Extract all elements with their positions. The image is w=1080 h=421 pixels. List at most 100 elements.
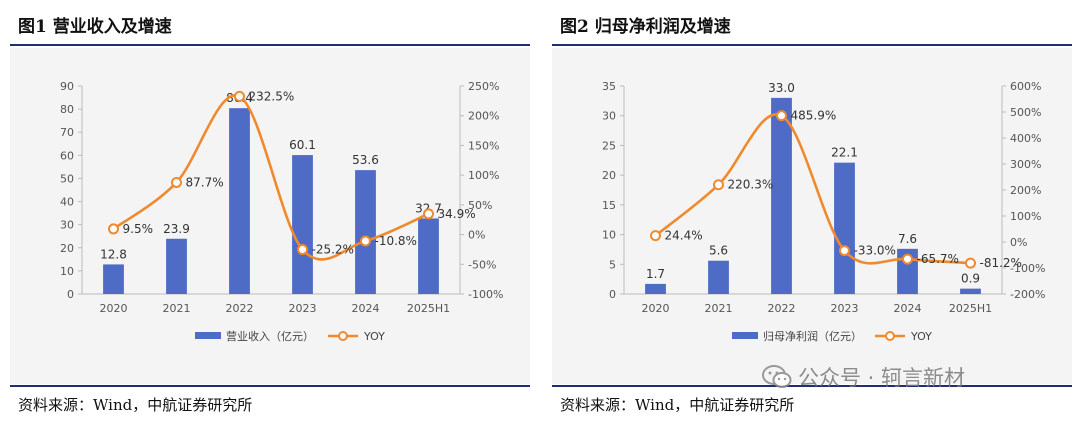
bar-data-label: 60.1: [289, 138, 316, 152]
x-tick-label: 2020: [100, 302, 128, 315]
bar: [292, 155, 313, 294]
y-right-tick-label: 200%: [1010, 184, 1041, 197]
yoy-data-label: 9.5%: [123, 222, 154, 236]
wechat-icon: [762, 364, 792, 390]
bar: [166, 238, 187, 294]
y-right-tick-label: -100%: [468, 288, 503, 301]
figure-1-chart: 0 10 20 30 40 50 60 70 80 90 -100% -50% 0% 50% 100% 150…: [60, 80, 503, 343]
x-tick-label: 2023: [831, 302, 859, 315]
figure-1-top-rule: [10, 44, 530, 46]
yoy-marker: [776, 110, 787, 122]
x-tick-label: 2020: [642, 302, 670, 315]
bar-data-label: 0.9: [961, 272, 980, 286]
y-left-tick-label: 60: [60, 149, 74, 162]
bar-data-label: 5.6: [709, 244, 728, 258]
y-left-tick-label: 80: [60, 103, 74, 116]
bar-data-label: 12.8: [100, 247, 127, 261]
y-right-tick-label: -200%: [1010, 288, 1045, 301]
yoy-marker: [297, 244, 308, 256]
yoy-data-label: 87.7%: [186, 175, 224, 189]
yoy-marker: [423, 208, 434, 220]
bar: [708, 260, 729, 294]
figure-2-plot-area: [552, 48, 1072, 384]
bar: [418, 218, 439, 294]
figure-1: 图1 营业收入及增速 0 10 20 30 40 50 60 70 80 90 -100% -50% 0…: [10, 0, 530, 421]
watermark: 公众号 · 轲言新材: [762, 362, 965, 392]
x-tick-label: 2021: [705, 302, 733, 315]
y-left-tick-label: 10: [602, 229, 616, 242]
yoy-marker: [713, 179, 724, 191]
bar: [960, 288, 981, 294]
yoy-marker: [902, 253, 913, 265]
yoy-marker: [965, 257, 976, 269]
bar-data-label: 23.9: [163, 222, 190, 236]
bar-data-label: 1.7: [646, 267, 665, 281]
y-right-tick-label: 300%: [1010, 158, 1041, 171]
yoy-marker: [234, 90, 245, 102]
yoy-data-label: -33.0%: [854, 244, 896, 258]
y-right-tick-label: -100%: [1010, 262, 1045, 275]
bar: [229, 108, 250, 294]
figure-2-title: 图2 归母净利润及增速: [560, 17, 731, 37]
y-left-tick-label: 70: [60, 126, 74, 139]
y-left-tick-label: 25: [602, 139, 616, 152]
legend-bar-label: 营业收入（亿元）: [226, 329, 314, 343]
y-right-tick-label: 50%: [468, 199, 492, 212]
figure-2: 图2 归母净利润及增速 0 5 10 15 20 25 30 35 -200% -100% 0% 10…: [552, 0, 1072, 421]
legend-bar-label: 归母净利润（亿元）: [763, 329, 862, 343]
y-left-tick-label: 90: [60, 80, 74, 93]
y-right-tick-label: 100%: [1010, 210, 1041, 223]
bar-data-label: 53.6: [352, 153, 379, 167]
legend-line-marker: [885, 331, 895, 341]
legend-line-label: YOY: [910, 330, 932, 343]
figure-1-bottom-rule: [10, 385, 530, 387]
bar-data-label: 33.0: [768, 81, 795, 95]
x-tick-label: 2024: [894, 302, 922, 315]
x-tick-label: 2023: [289, 302, 317, 315]
bar: [645, 283, 666, 294]
bar-data-label: 22.1: [831, 146, 858, 160]
yoy-data-label: -81.2%: [980, 256, 1022, 270]
legend-line-marker: [338, 331, 348, 341]
y-right-tick-label: -50%: [468, 258, 496, 271]
y-left-tick-label: 50: [60, 172, 74, 185]
legend-bar-swatch: [195, 332, 221, 339]
yoy-data-label: -65.7%: [917, 252, 959, 266]
yoy-data-label: 34.9%: [438, 207, 476, 221]
x-tick-label: 2022: [226, 302, 254, 315]
yoy-marker: [108, 223, 119, 235]
yoy-marker: [171, 176, 182, 188]
yoy-data-label: 24.4%: [665, 229, 703, 243]
figure-2-chart: 0 5 10 15 20 25 30 35 -200% -100% 0% 100% 200% 300% 40…: [602, 80, 1045, 343]
y-left-tick-label: 20: [60, 242, 74, 255]
y-left-tick-label: 35: [602, 80, 616, 93]
y-right-tick-label: 200%: [468, 110, 499, 123]
y-right-tick-label: 100%: [468, 169, 499, 182]
yoy-marker: [839, 245, 850, 257]
y-left-tick-label: 30: [602, 110, 616, 123]
legend-line-label: YOY: [363, 330, 385, 343]
bar: [355, 170, 376, 294]
yoy-data-label: 220.3%: [728, 178, 774, 192]
figure-2-top-rule: [552, 44, 1072, 46]
figure-2-bottom-rule: [552, 385, 1072, 387]
bar-data-label: 7.6: [898, 232, 917, 246]
x-tick-label: 2025H1: [949, 302, 992, 315]
y-right-tick-label: 400%: [1010, 132, 1041, 145]
bar: [103, 264, 124, 294]
figure-1-title: 图1 营业收入及增速: [18, 17, 172, 37]
yoy-marker: [360, 235, 371, 247]
yoy-data-label: 485.9%: [791, 109, 837, 123]
y-left-tick-label: 15: [602, 199, 616, 212]
legend-bar-swatch: [732, 332, 758, 339]
y-left-tick-label: 0: [67, 288, 74, 301]
x-tick-label: 2024: [352, 302, 380, 315]
y-right-tick-label: 0%: [1010, 236, 1027, 249]
figure-1-source: 资料来源：Wind，中航证券研究所: [18, 396, 253, 414]
x-tick-label: 2025H1: [407, 302, 450, 315]
figure-2-source: 资料来源：Wind，中航证券研究所: [560, 396, 795, 414]
y-left-tick-label: 40: [60, 196, 74, 209]
y-left-tick-label: 30: [60, 219, 74, 232]
yoy-data-label: -25.2%: [312, 243, 354, 257]
bar: [771, 97, 792, 294]
